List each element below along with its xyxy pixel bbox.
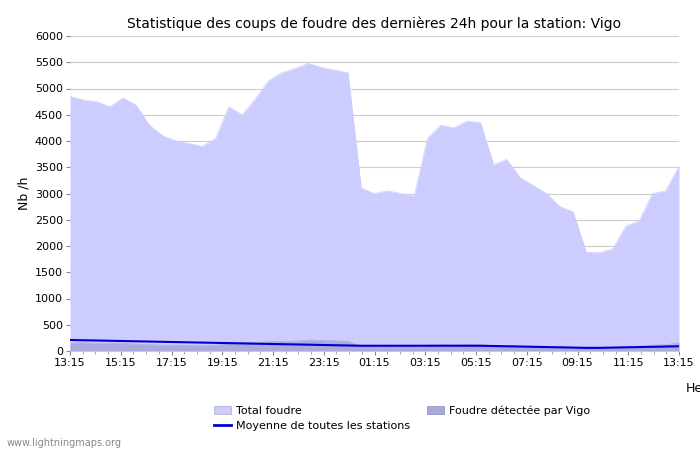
Y-axis label: Nb /h: Nb /h xyxy=(18,177,31,210)
Text: www.lightningmaps.org: www.lightningmaps.org xyxy=(7,438,122,448)
Title: Statistique des coups de foudre des dernières 24h pour la station: Vigo: Statistique des coups de foudre des dern… xyxy=(127,16,622,31)
Legend: Total foudre, Moyenne de toutes les stations, Foudre détectée par Vigo: Total foudre, Moyenne de toutes les stat… xyxy=(209,400,595,436)
Text: Heure: Heure xyxy=(686,382,700,395)
